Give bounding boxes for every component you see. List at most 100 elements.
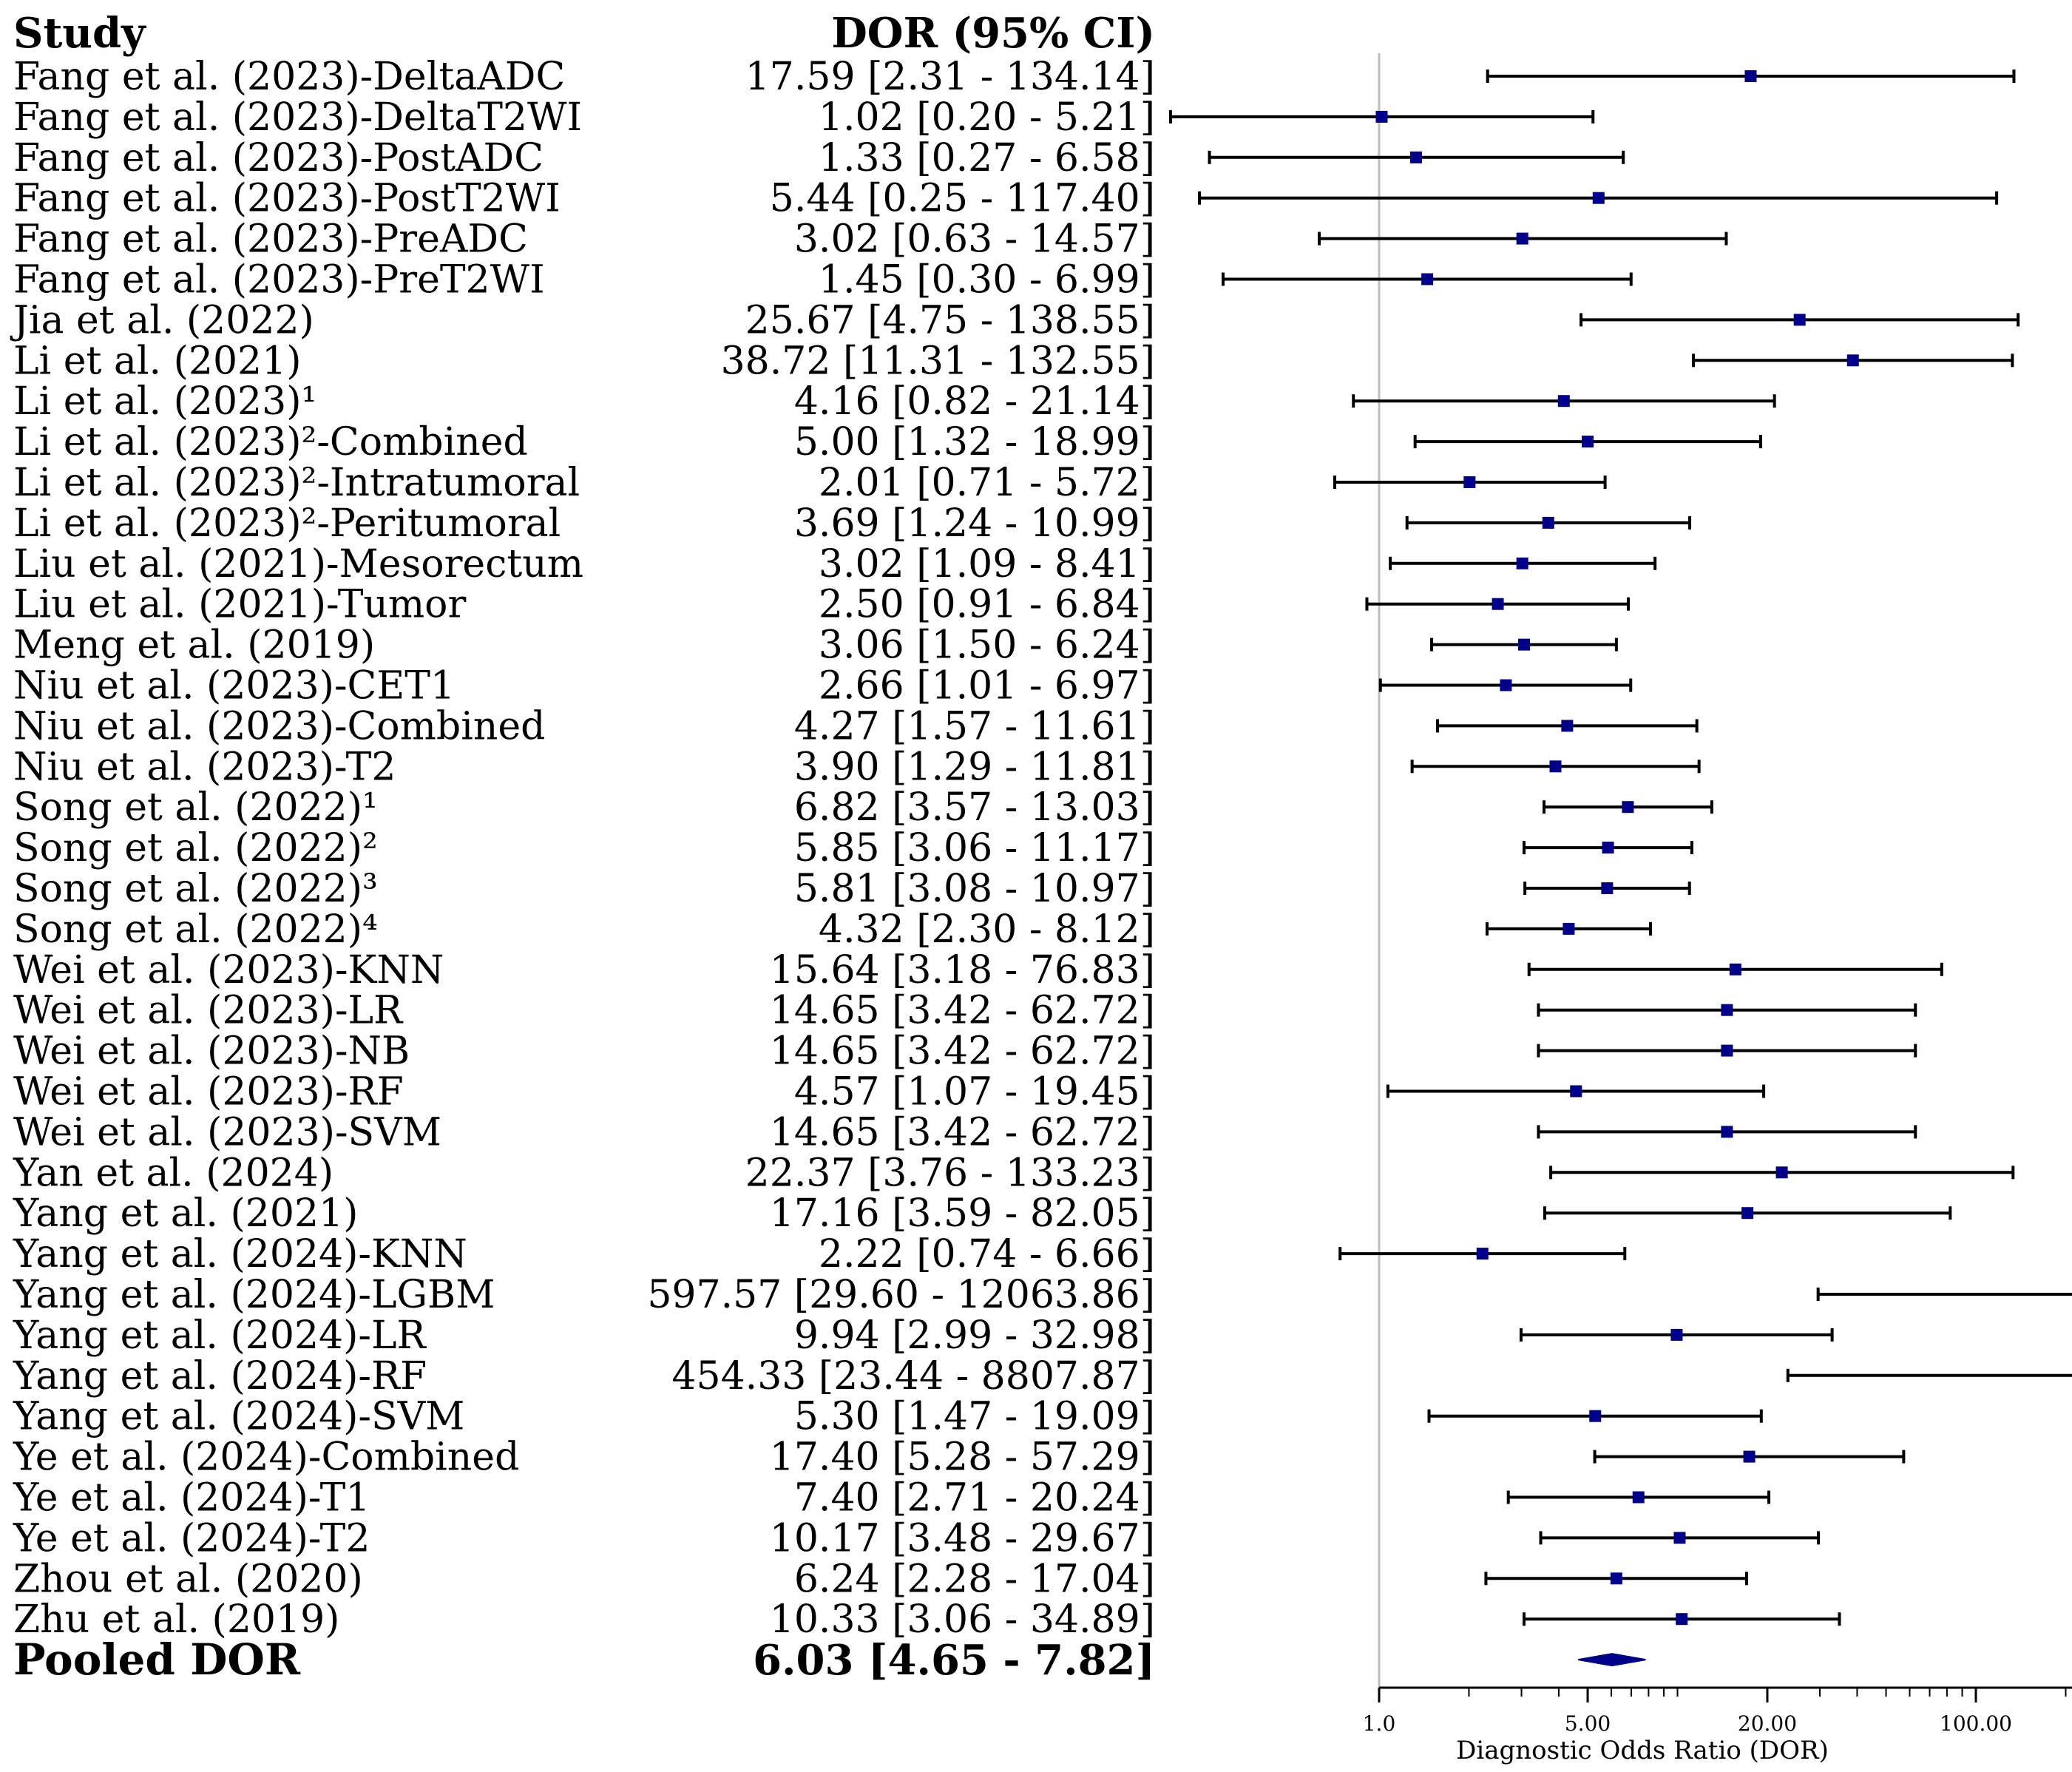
study-estimate: 3.90 [1.29 - 11.81] [794, 745, 1155, 789]
study-label: Song et al. (2022)² [13, 826, 378, 870]
study-label: Liu et al. (2021)-Tumor [13, 583, 466, 627]
point-estimate [1542, 516, 1554, 529]
study-estimate: 17.59 [2.31 - 134.14] [745, 55, 1155, 99]
study-label: Fang et al. (2023)-PreT2WI [13, 258, 545, 302]
study-estimate: 14.65 [3.42 - 62.72] [770, 989, 1155, 1033]
study-estimate: 1.02 [0.20 - 5.21] [819, 95, 1155, 140]
study-label: Song et al. (2022)³ [13, 867, 378, 911]
study-label: Li et al. (2023)²-Combined [13, 420, 528, 464]
study-label: Yang et al. (2024)-LR [13, 1313, 427, 1358]
point-estimate [1557, 395, 1570, 408]
study-label: Yang et al. (2024)-KNN [13, 1232, 467, 1276]
pooled-label: Pooled DOR [13, 1634, 301, 1685]
study-estimate: 5.00 [1.32 - 18.99] [794, 420, 1155, 464]
point-estimate [1517, 638, 1530, 651]
study-label: Niu et al. (2023)-T2 [13, 745, 396, 789]
study-estimate: 14.65 [3.42 - 62.72] [770, 1029, 1155, 1074]
x-axis-label: Diagnostic Odds Ratio (DOR) [1456, 1736, 1829, 1765]
study-estimate: 2.50 [0.91 - 6.84] [819, 583, 1155, 627]
point-estimate [1775, 1166, 1788, 1179]
study-label: Song et al. (2022)⁴ [13, 907, 378, 952]
tick-label: 20.00 [1738, 1711, 1797, 1736]
point-estimate [1589, 1410, 1602, 1422]
study-estimate: 4.27 [1.57 - 11.61] [794, 704, 1155, 748]
study-estimate: 17.40 [5.28 - 57.29] [770, 1435, 1155, 1480]
pooled-diamond [1578, 1653, 1646, 1667]
point-estimate [1463, 476, 1476, 488]
point-estimate [1549, 760, 1562, 773]
study-label: Meng et al. (2019) [13, 623, 375, 668]
point-estimate [1476, 1248, 1489, 1260]
study-label: Ye et al. (2024)-T1 [13, 1476, 370, 1521]
point-estimate [1582, 436, 1594, 448]
study-label: Fang et al. (2023)-DeltaADC [13, 55, 565, 99]
point-estimate [1676, 1613, 1688, 1626]
point-estimate [1516, 557, 1528, 569]
study-estimate: 5.30 [1.47 - 19.09] [794, 1395, 1155, 1439]
study-estimate: 4.57 [1.07 - 19.45] [794, 1070, 1155, 1115]
study-estimate: 5.81 [3.08 - 10.97] [794, 867, 1155, 911]
study-label: Ye et al. (2024)-Combined [13, 1435, 519, 1480]
study-estimate: 4.16 [0.82 - 21.14] [794, 379, 1155, 424]
study-label: Niu et al. (2023)-CET1 [13, 664, 455, 709]
study-label: Niu et al. (2023)-Combined [13, 704, 545, 748]
study-estimate: 454.33 [23.44 - 8807.87] [671, 1354, 1155, 1399]
study-label: Wei et al. (2023)-SVM [13, 1110, 441, 1154]
point-estimate [1409, 151, 1422, 163]
study-label: Song et al. (2022)¹ [13, 785, 378, 830]
study-label: Yang et al. (2021) [13, 1191, 358, 1236]
study-estimate: 2.22 [0.74 - 6.66] [819, 1232, 1155, 1276]
study-label: Zhu et al. (2019) [13, 1597, 339, 1642]
point-estimate [1721, 1004, 1733, 1016]
point-estimate [1516, 232, 1528, 245]
point-estimate [1673, 1532, 1686, 1544]
study-estimate: 10.17 [3.48 - 29.67] [770, 1516, 1155, 1560]
point-estimate [1744, 70, 1757, 82]
point-estimate [1793, 314, 1806, 326]
point-estimate [1622, 801, 1634, 814]
study-label: Yang et al. (2024)-SVM [13, 1395, 464, 1439]
study-estimate: 2.66 [1.01 - 6.97] [819, 664, 1155, 709]
study-estimate: 7.40 [2.71 - 20.24] [794, 1476, 1155, 1521]
study-label: Zhou et al. (2020) [13, 1557, 363, 1601]
study-estimate: 5.44 [0.25 - 117.40] [770, 177, 1155, 221]
study-estimate: 597.57 [29.60 - 12063.86] [647, 1273, 1155, 1317]
study-label: Wei et al. (2023)-RF [13, 1070, 404, 1115]
study-estimate: 10.33 [3.06 - 34.89] [770, 1597, 1155, 1642]
point-estimate [1592, 192, 1605, 204]
point-estimate [1741, 1207, 1754, 1220]
point-estimate [1729, 963, 1741, 975]
study-label: Wei et al. (2023)-KNN [13, 948, 444, 992]
study-estimate: 22.37 [3.76 - 133.23] [745, 1151, 1155, 1195]
point-estimate [1721, 1044, 1733, 1057]
point-estimate [1610, 1572, 1622, 1585]
study-label: Li et al. (2023)¹ [13, 379, 316, 424]
pooled-estimate: 6.03 [4.65 - 7.82] [753, 1636, 1155, 1685]
study-estimate: 1.33 [0.27 - 6.58] [819, 136, 1155, 180]
header-estimate: DOR (95% CI) [831, 9, 1155, 58]
study-estimate: 1.45 [0.30 - 6.99] [819, 258, 1155, 302]
study-estimate: 3.06 [1.50 - 6.24] [819, 623, 1155, 668]
study-estimate: 15.64 [3.18 - 76.83] [770, 948, 1155, 992]
study-estimate: 5.85 [3.06 - 11.17] [794, 826, 1155, 870]
study-label: Yan et al. (2024) [13, 1151, 334, 1195]
point-estimate [1563, 922, 1575, 935]
point-estimate [1721, 1126, 1733, 1138]
study-estimate: 6.82 [3.57 - 13.03] [794, 785, 1155, 830]
study-estimate: 17.16 [3.59 - 82.05] [770, 1191, 1155, 1236]
study-label: Fang et al. (2023)-PostT2WI [13, 177, 561, 221]
study-estimate: 2.01 [0.71 - 5.72] [819, 461, 1155, 505]
study-estimate: 25.67 [4.75 - 138.55] [745, 298, 1155, 342]
tick-label: 100.00 [1940, 1711, 2012, 1736]
study-rows: Fang et al. (2023)-DeltaADC 17.59 [2.31 -… [10, 55, 1155, 1685]
study-label: Liu et al. (2021)-Mesorectum [13, 542, 583, 586]
point-estimate [1492, 598, 1504, 610]
point-estimate [1602, 842, 1614, 854]
plot-area [1168, 53, 2072, 1688]
point-estimate [1500, 679, 1512, 691]
point-estimate [1375, 110, 1388, 123]
study-label: Yang et al. (2024)-LGBM [13, 1273, 495, 1317]
point-estimate [1421, 273, 1434, 285]
